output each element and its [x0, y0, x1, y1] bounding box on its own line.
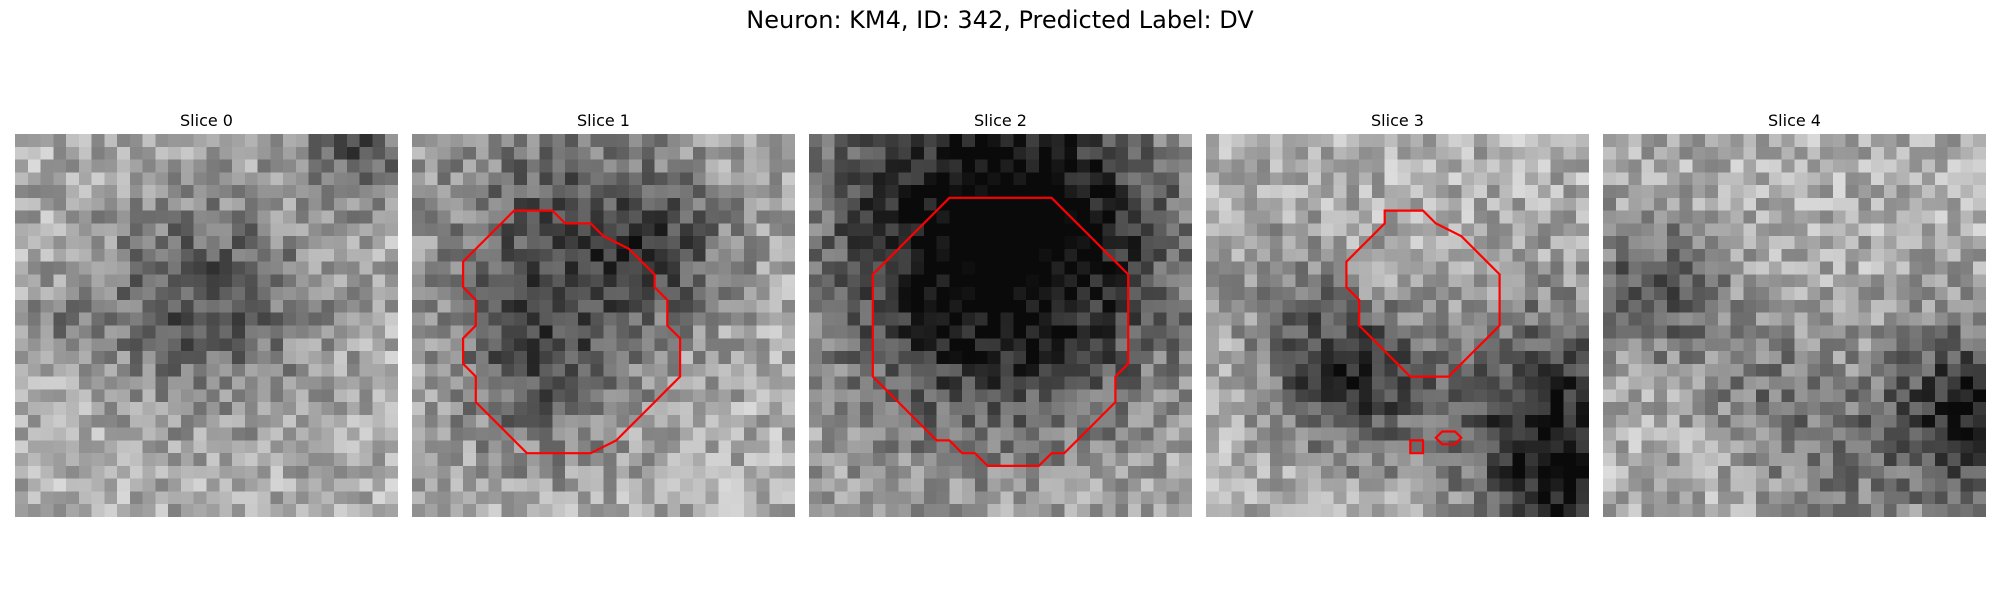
slice-panel-2: Slice 2 [809, 110, 1192, 517]
slice-title: Slice 3 [1371, 111, 1424, 130]
slice-svg [1603, 134, 1986, 517]
segmentation-contour [871, 196, 1130, 467]
slice-svg [412, 134, 795, 517]
slice-panel-4: Slice 4 [1603, 110, 1986, 517]
slice-image [1206, 134, 1589, 517]
slice-panel-0: Slice 0 [15, 110, 398, 517]
segmentation-contour [1409, 439, 1425, 455]
slice-title: Slice 4 [1768, 111, 1821, 130]
slice-svg [1206, 134, 1589, 517]
slice-image [1603, 134, 1986, 517]
slice-panel-1: Slice 1 [412, 110, 795, 517]
segmentation-contour [461, 209, 682, 455]
slice-title: Slice 0 [180, 111, 233, 130]
slice-svg [15, 134, 398, 517]
slice-title: Slice 1 [577, 111, 630, 130]
figure-title: Neuron: KM4, ID: 342, Predicted Label: D… [746, 6, 1254, 34]
segmentation-contour [1345, 209, 1501, 378]
slice-image [15, 134, 398, 517]
slice-svg [809, 134, 1192, 517]
slice-panel-3: Slice 3 [1206, 110, 1589, 517]
slice-image [809, 134, 1192, 517]
segmentation-contour [1434, 430, 1463, 446]
slice-image [412, 134, 795, 517]
slice-title: Slice 2 [974, 111, 1027, 130]
